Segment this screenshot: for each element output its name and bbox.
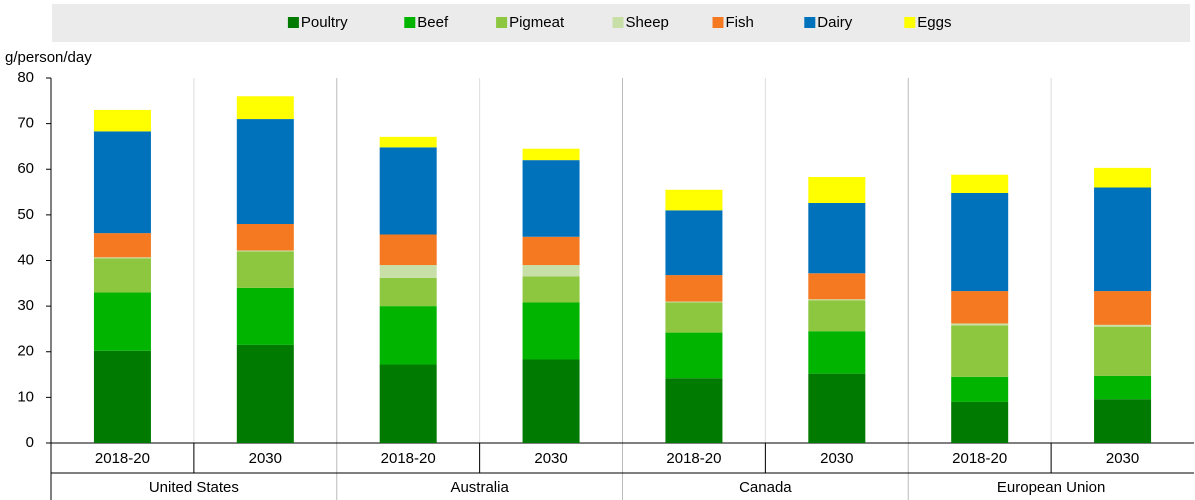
bar-segment: [665, 210, 723, 276]
bar-segment: [236, 287, 294, 345]
bar-segment: [236, 250, 294, 252]
group-label: Australia: [450, 479, 509, 496]
legend-label: Eggs: [917, 14, 951, 31]
y-tick-label: 60: [17, 160, 34, 177]
bar-segment: [665, 302, 723, 333]
y-tick-label: 0: [26, 434, 34, 451]
bar-segment: [93, 109, 151, 132]
bar-segment: [1094, 324, 1152, 327]
bar-segment: [665, 301, 723, 303]
bar-segment: [1094, 375, 1152, 400]
bar-segment: [1094, 326, 1152, 376]
group-label: Canada: [739, 479, 792, 496]
bar-segment: [379, 234, 437, 266]
y-tick-label: 50: [17, 206, 34, 223]
bar-segment: [665, 378, 723, 443]
x-tick-label: 2018-20: [952, 450, 1007, 467]
bar-segment: [236, 344, 294, 443]
bar-segment: [1094, 167, 1152, 188]
bar-segment: [665, 189, 723, 211]
bar-segment: [93, 258, 151, 293]
bar-segment: [93, 131, 151, 234]
y-tick-label: 20: [17, 343, 34, 360]
legend-swatch: [404, 17, 416, 28]
bar-segment: [522, 160, 580, 237]
bar-segment: [951, 291, 1009, 324]
legend-swatch: [712, 17, 724, 28]
bar-segment: [1094, 291, 1152, 325]
legend-label: Fish: [726, 14, 754, 31]
x-tick-label: 2018-20: [95, 450, 150, 467]
x-tick-label: 2030: [1106, 450, 1139, 467]
bar-segment: [379, 147, 437, 235]
legend-label: Beef: [417, 14, 449, 31]
bar-segment: [1094, 399, 1152, 443]
x-tick-label: 2018-20: [381, 450, 436, 467]
bar-segment: [379, 136, 437, 148]
y-tick-label: 40: [17, 251, 34, 268]
bar-segment: [665, 275, 723, 302]
bar-segment: [93, 292, 151, 351]
bar-segment: [522, 302, 580, 360]
bar-segment: [808, 177, 866, 204]
bar-segment: [93, 233, 151, 258]
legend-swatch: [287, 17, 299, 28]
bar-segment: [808, 300, 866, 332]
bar-segment: [665, 332, 723, 379]
bar-segment: [951, 325, 1009, 377]
x-tick-label: 2018-20: [666, 450, 721, 467]
x-tick-label: 2030: [534, 450, 567, 467]
legend-label: Poultry: [301, 14, 348, 31]
bar-segment: [808, 299, 866, 301]
bar-segment: [951, 174, 1009, 193]
y-axis-label: g/person/day: [5, 49, 92, 66]
bar-segment: [951, 323, 1009, 326]
bar-segment: [236, 119, 294, 224]
bar-segment: [951, 401, 1009, 443]
y-tick-label: 70: [17, 115, 34, 132]
group-label: European Union: [997, 479, 1105, 496]
bar-segment: [951, 192, 1009, 292]
legend-label: Dairy: [817, 14, 853, 31]
bar-segment: [808, 273, 866, 300]
y-tick-label: 30: [17, 297, 34, 314]
bar-segment: [93, 350, 151, 443]
legend-swatch: [612, 17, 624, 28]
legend-swatch: [904, 17, 916, 28]
bar-segment: [236, 96, 294, 120]
x-tick-label: 2030: [820, 450, 853, 467]
y-tick-label: 80: [17, 69, 34, 86]
bar-segment: [93, 257, 151, 259]
bar-segment: [522, 276, 580, 303]
bar-segment: [379, 306, 437, 365]
bar-segment: [808, 373, 866, 443]
legend-swatch: [804, 17, 816, 28]
bar-segment: [522, 236, 580, 266]
bar-segment: [236, 224, 294, 251]
bar-segment: [379, 277, 437, 307]
legend-swatch: [496, 17, 508, 28]
legend-label: Sheep: [626, 14, 669, 31]
group-label: United States: [149, 479, 239, 496]
bar-segment: [522, 359, 580, 443]
bar-segment: [808, 203, 866, 274]
bar-segment: [236, 251, 294, 288]
bar-segment: [522, 148, 580, 161]
bar-segment: [951, 376, 1009, 402]
bar-segment: [808, 331, 866, 374]
bar-segment: [1094, 187, 1152, 292]
bar-segment: [379, 265, 437, 278]
legend-label: Pigmeat: [509, 14, 565, 31]
x-tick-label: 2030: [249, 450, 282, 467]
bar-segment: [522, 265, 580, 277]
y-tick-label: 10: [17, 388, 34, 405]
bar-segment: [379, 364, 437, 443]
